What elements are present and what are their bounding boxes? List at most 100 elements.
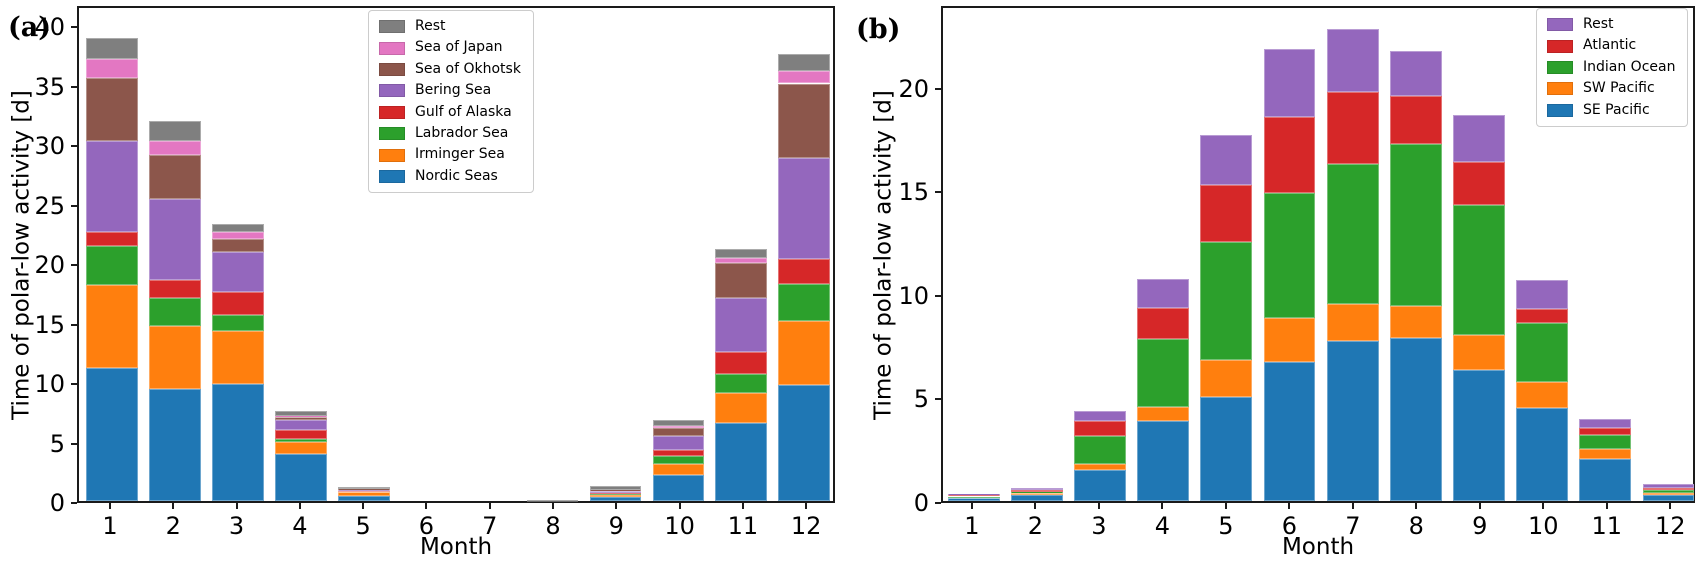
bar-segment: [1516, 381, 1568, 408]
x-tick-mark: [108, 503, 111, 509]
bar-segment: [1263, 49, 1316, 117]
x-tick-mark: [805, 503, 808, 509]
bar-segment: [1137, 420, 1190, 501]
bar-segment: [274, 410, 327, 417]
bar-segment: [337, 492, 390, 496]
bar-segment: [274, 453, 327, 501]
legend-swatch: [1547, 103, 1573, 117]
bar-segment: [1011, 488, 1063, 490]
y-tick-mark: [71, 323, 77, 326]
bar-segment: [211, 292, 264, 315]
bar-segment: [85, 37, 138, 59]
x-tick-label: 7: [482, 512, 498, 540]
legend-swatch: [379, 20, 405, 34]
bar-segment: [1200, 135, 1253, 185]
bar-stack-month-5: [1200, 8, 1253, 501]
legend-swatch: [379, 62, 405, 76]
bar-segment: [1011, 489, 1063, 492]
bar-segment: [1326, 164, 1379, 304]
bar-stack-month-1: [947, 8, 1000, 501]
bar-stack-month-10: [652, 8, 705, 501]
bar-segment: [1516, 407, 1568, 501]
x-tick-label: 8: [545, 512, 561, 540]
legend-label: Indian Ocean: [1583, 58, 1676, 75]
bar-stack-month-4: [1137, 8, 1190, 501]
bar-segment: [1263, 116, 1316, 193]
bar-segment: [1326, 28, 1379, 93]
y-tick-mark: [71, 442, 77, 445]
bar-segment: [274, 416, 327, 417]
y-tick-mark: [935, 87, 941, 90]
bar-segment: [1074, 436, 1126, 465]
x-tick-label: 10: [664, 512, 695, 540]
bar-segment: [1011, 494, 1063, 501]
bar-stack-month-3: [1074, 8, 1126, 501]
bar-segment: [1579, 435, 1632, 449]
bar-segment: [337, 488, 390, 490]
bar-stack-month-1: [85, 8, 138, 501]
bar-segment: [211, 239, 264, 253]
x-tick-label: 1: [964, 512, 980, 540]
x-tick-mark: [1669, 503, 1672, 509]
bar-segment: [652, 427, 705, 437]
x-tick-mark: [425, 503, 428, 509]
x-tick-label: 12: [790, 512, 822, 540]
bar-segment: [715, 298, 768, 353]
x-tick-mark: [1034, 503, 1037, 509]
bar-segment: [1263, 192, 1316, 319]
x-tick-label: 12: [1654, 512, 1686, 540]
legend-label: SE Pacific: [1583, 101, 1650, 118]
x-tick-label: 4: [1154, 512, 1170, 540]
y-tick-mark: [935, 398, 941, 401]
x-tick-mark: [1415, 503, 1418, 509]
bar-segment: [715, 248, 768, 259]
legend-item: SE Pacific: [1547, 101, 1675, 118]
bar-segment: [148, 298, 201, 327]
bar-segment: [337, 489, 390, 491]
y-tick-label: 5: [913, 385, 929, 414]
bar-segment: [589, 496, 642, 501]
bar-segment: [589, 485, 642, 491]
y-tick-label: 20: [898, 74, 929, 103]
x-tick-mark: [1542, 503, 1545, 509]
y-tick-mark: [935, 294, 941, 297]
bar-segment: [715, 262, 768, 299]
y-tick-label: 30: [34, 132, 65, 161]
legend-item: Atlantic: [1547, 37, 1675, 53]
y-tick-mark: [71, 145, 77, 148]
x-tick-label: 1: [102, 512, 118, 540]
bar-segment: [589, 490, 642, 492]
panel-letter-b: (b): [856, 14, 901, 45]
bar-segment: [778, 83, 831, 158]
bar-segment: [337, 490, 390, 492]
bar-segment: [85, 285, 138, 368]
legend-item: Rest: [379, 18, 521, 34]
bar-segment: [274, 416, 327, 421]
x-tick-label: 4: [292, 512, 308, 540]
y-tick-label: 40: [34, 13, 65, 42]
bar-segment: [715, 423, 768, 501]
bar-segment: [652, 456, 705, 465]
bar-segment: [1074, 470, 1126, 501]
legend-item: SW Pacific: [1547, 80, 1675, 96]
y-tick-mark: [71, 383, 77, 386]
bar-segment: [211, 252, 264, 293]
bar-segment: [148, 388, 201, 501]
legend-item: Gulf of Alaska: [379, 104, 521, 120]
y-tick-label: 10: [34, 370, 65, 399]
panel-letter-a: (a): [8, 12, 52, 43]
legend-swatch: [379, 127, 405, 141]
bar-segment: [211, 232, 264, 240]
x-tick-label: 6: [1281, 512, 1297, 540]
bar-segment: [1516, 323, 1568, 382]
x-tick-label: 11: [1591, 512, 1623, 540]
bar-segment: [85, 141, 138, 233]
bar-segment: [1200, 184, 1253, 243]
x-tick-label: 3: [1091, 512, 1107, 540]
bar-segment: [274, 429, 327, 439]
legend-item: Irminger Sea: [379, 146, 521, 162]
y-tick-label: 0: [49, 489, 65, 517]
x-tick-label: 2: [165, 512, 181, 540]
x-tick-mark: [362, 503, 365, 509]
bar-segment: [652, 436, 705, 451]
